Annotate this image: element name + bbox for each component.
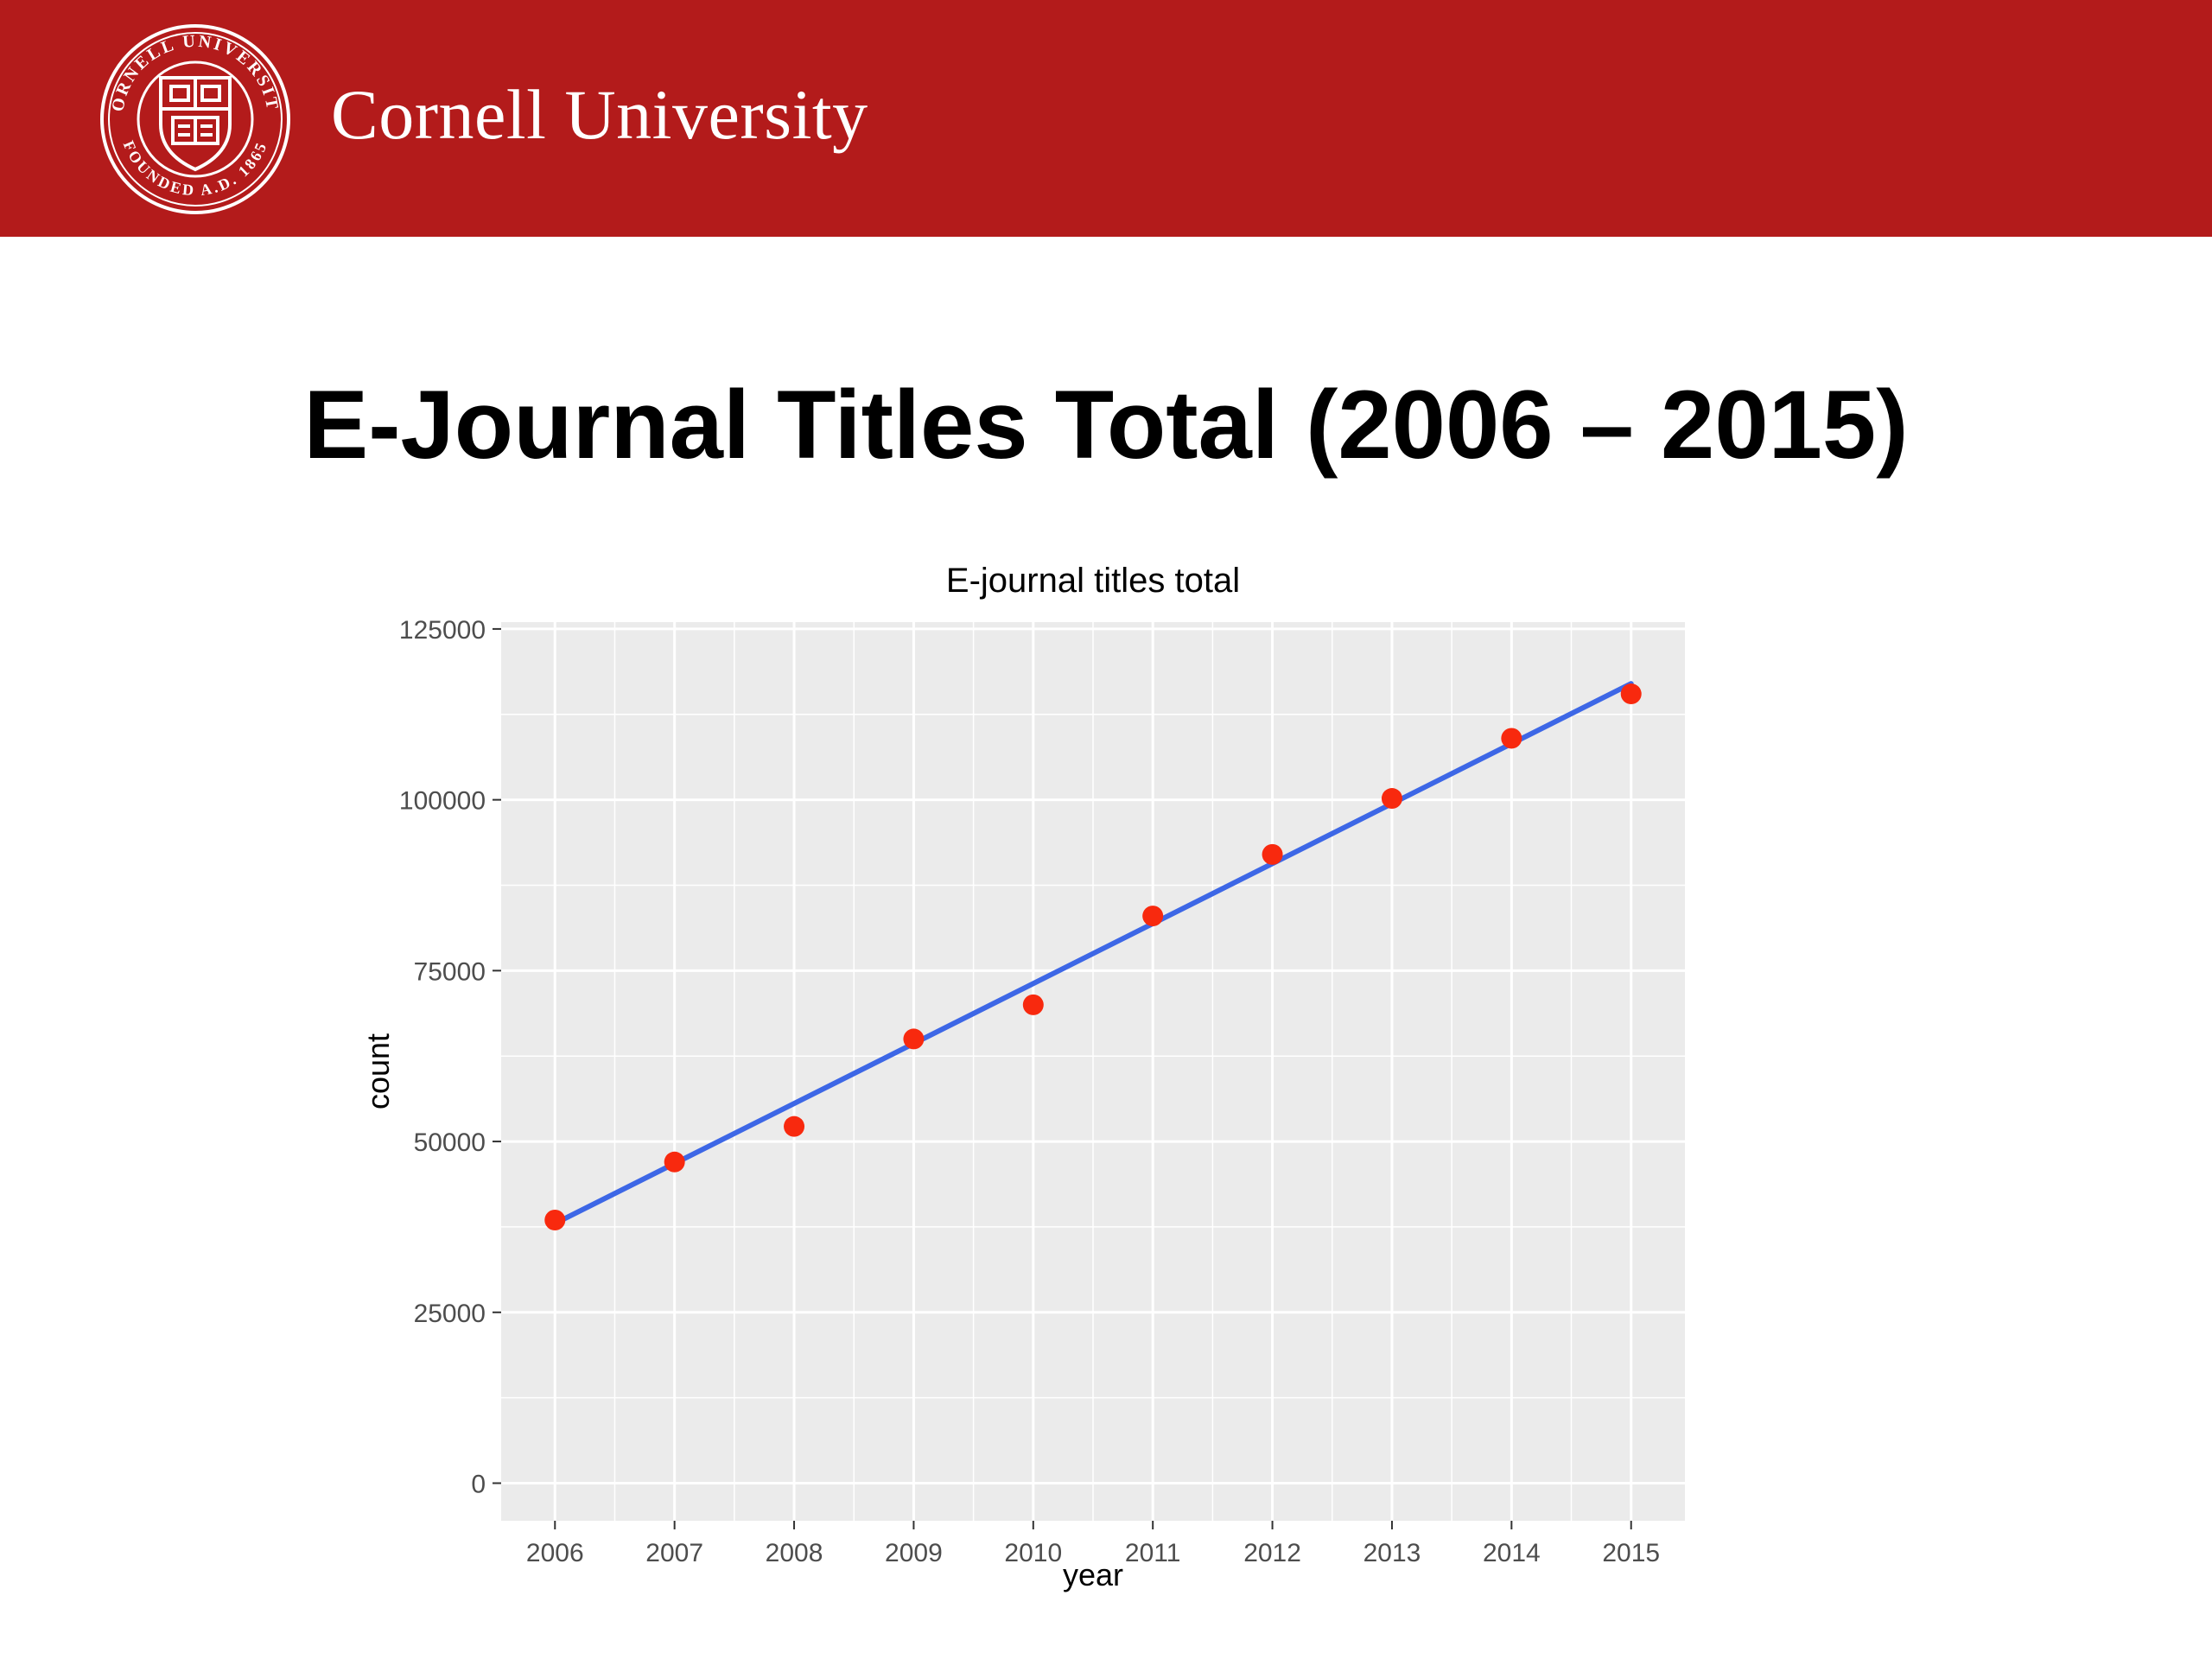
cornell-seal-logo: CORNELL UNIVERSITY FOUNDED A.D. 1865: [99, 22, 290, 214]
data-point: [1381, 788, 1402, 810]
x-axis: 2006 2007 2008 2009 2010 2011 2012 2013 2014 2015: [526, 1521, 1660, 1567]
data-point: [664, 1151, 685, 1173]
data-points: [544, 683, 1642, 1231]
x-tick-label: 2013: [1363, 1539, 1421, 1567]
x-tick-label: 2006: [526, 1539, 584, 1567]
x-tick-label: 2008: [766, 1539, 823, 1567]
svg-text:CORNELL UNIVERSITY: CORNELL UNIVERSITY: [99, 22, 283, 113]
y-tick-label: 0: [471, 1471, 486, 1499]
data-point: [1501, 728, 1522, 749]
data-point: [1620, 683, 1642, 705]
seal-text-top: CORNELL UNIVERSITY: [99, 22, 280, 113]
data-point: [784, 1116, 805, 1137]
data-point: [1142, 906, 1164, 927]
x-tick-label: 2007: [645, 1539, 703, 1567]
chart-title: E-journal titles total: [946, 562, 1240, 600]
x-tick-label: 2011: [1125, 1539, 1181, 1567]
x-tick-label: 2009: [885, 1539, 943, 1567]
x-tick-label: 2015: [1602, 1539, 1660, 1567]
x-tick-label: 2010: [1004, 1539, 1062, 1567]
y-tick-label: 50000: [414, 1128, 486, 1157]
data-point: [544, 1210, 566, 1231]
major-gridlines: [501, 622, 1685, 1521]
data-point: [1022, 994, 1044, 1015]
y-tick-label: 125000: [399, 616, 486, 645]
trend-line: [552, 681, 1634, 1226]
y-axis: 0 25000 50000 75000 100000 125000: [399, 616, 501, 1499]
y-tick-label: 75000: [414, 957, 486, 986]
y-tick-label: 25000: [414, 1300, 486, 1328]
shield-icon: [159, 76, 232, 172]
brand-name: Cornell University: [331, 75, 868, 154]
data-point: [1262, 843, 1283, 865]
y-tick-label: 100000: [399, 787, 486, 816]
minor-gridlines: [501, 622, 1685, 1521]
y-axis-label: count: [360, 1033, 396, 1109]
x-axis-label: year: [1063, 1557, 1123, 1592]
header-banner: [0, 0, 2212, 237]
x-tick-label: 2012: [1243, 1539, 1301, 1567]
data-point: [903, 1028, 925, 1050]
scatter-chart: E-journal titles total 0 25000 50000 75000 1…: [360, 562, 1685, 1592]
slide-title: E-Journal Titles Total (2006 – 2015): [303, 371, 1909, 479]
x-tick-label: 2014: [1483, 1539, 1541, 1567]
banner-background: [0, 0, 2212, 237]
